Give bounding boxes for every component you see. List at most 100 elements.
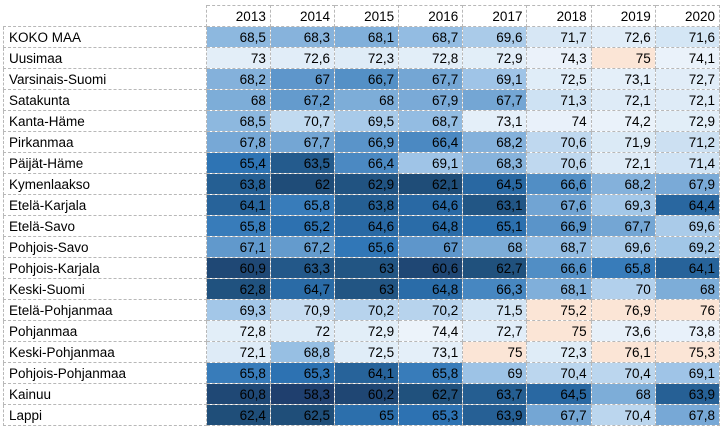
heatmap-cell: 72 bbox=[269, 320, 336, 342]
heatmap-cell: 67,7 bbox=[590, 215, 656, 237]
heatmap-cell: 60,9 bbox=[205, 257, 271, 279]
heatmap-cell: 65,8 bbox=[398, 362, 464, 384]
table-row: Pohjois-Savo 67,1 67,2 65,6 67 68 68,7 69,6 69,2 bbox=[3, 236, 720, 258]
region-label: Etelä-Savo bbox=[3, 215, 207, 237]
heatmap-cell: 68,5 bbox=[205, 26, 271, 48]
heatmap-cell: 67,9 bbox=[654, 173, 720, 195]
heatmap-cell: 70,4 bbox=[590, 362, 656, 384]
region-label: Pohjois-Savo bbox=[3, 236, 207, 258]
heatmap-cell: 72,6 bbox=[269, 47, 336, 69]
heatmap-cell: 72,1 bbox=[590, 152, 656, 174]
region-label: Kainuu bbox=[3, 383, 207, 405]
heatmap-cell: 71,2 bbox=[654, 131, 720, 153]
heatmap-cell: 60,2 bbox=[333, 383, 400, 405]
heatmap-cell: 71,5 bbox=[462, 299, 528, 321]
heatmap-cell: 66,7 bbox=[333, 68, 400, 90]
heatmap-cell: 67,6 bbox=[526, 194, 592, 216]
table-row: Lappi 62,4 62,5 65 65,3 63,9 67,7 70,4 67,8 bbox=[3, 404, 720, 426]
heatmap-cell: 68,8 bbox=[269, 341, 336, 363]
region-label: Pohjois-Karjala bbox=[3, 257, 207, 279]
table-row: Kainuu 60,8 58,3 60,2 62,7 63,7 64,5 68 63,9 bbox=[3, 383, 720, 405]
heatmap-cell: 67,7 bbox=[398, 68, 464, 90]
heatmap-cell: 64,5 bbox=[462, 173, 528, 195]
heatmap-cell: 65,8 bbox=[205, 215, 271, 237]
header-row: 2013 2014 2015 2016 2017 2018 2019 2020 bbox=[3, 5, 720, 27]
heatmap-cell: 65,3 bbox=[269, 362, 336, 384]
heatmap-cell: 66,3 bbox=[462, 278, 528, 300]
heatmap-cell: 69,1 bbox=[654, 362, 720, 384]
heatmap-cell: 74,3 bbox=[526, 47, 592, 69]
region-label: Pirkanmaa bbox=[3, 131, 207, 153]
heatmap-cell: 74,2 bbox=[590, 110, 656, 132]
heatmap-cell: 63 bbox=[333, 278, 400, 300]
region-label: Päijät-Häme bbox=[3, 152, 207, 174]
heatmap-cell: 74,1 bbox=[654, 47, 720, 69]
corner-cell bbox=[3, 5, 207, 27]
heatmap-cell: 64,7 bbox=[269, 278, 336, 300]
heatmap-cell: 73,1 bbox=[462, 110, 528, 132]
heatmap-cell: 70 bbox=[590, 278, 656, 300]
heatmap-cell: 75,3 bbox=[654, 341, 720, 363]
heatmap-cell: 68,3 bbox=[269, 26, 336, 48]
heatmap-cell: 67,7 bbox=[526, 404, 592, 426]
region-label: Keski-Suomi bbox=[3, 278, 207, 300]
heatmap-cell: 65,8 bbox=[590, 257, 656, 279]
heatmap-cell: 69,6 bbox=[462, 26, 528, 48]
heatmap-cell: 65,2 bbox=[269, 215, 336, 237]
heatmap-cell: 73,6 bbox=[590, 320, 656, 342]
heatmap-cell: 70,6 bbox=[526, 152, 592, 174]
heatmap-cell: 68 bbox=[333, 89, 400, 111]
heatmap-cell: 68,2 bbox=[462, 131, 528, 153]
table-row: Satakunta 68 67,2 68 67,9 67,7 71,3 72,1 72,1 bbox=[3, 89, 720, 111]
heatmap-cell: 68,1 bbox=[526, 278, 592, 300]
heatmap-cell: 62 bbox=[269, 173, 336, 195]
heatmap-cell: 67,1 bbox=[205, 236, 271, 258]
heatmap-cell: 72,8 bbox=[205, 320, 271, 342]
heatmap-cell: 65,6 bbox=[333, 236, 400, 258]
heatmap-cell: 75,2 bbox=[526, 299, 592, 321]
heatmap-cell: 70,6 bbox=[526, 131, 592, 153]
heatmap-cell: 66,4 bbox=[398, 131, 464, 153]
table-row: Pohjanmaa 72,8 72 72,9 74,4 72,7 75 73,6 73,8 bbox=[3, 320, 720, 342]
table-row: Pohjois-Pohjanmaa 65,8 65,3 64,1 65,8 69 70,4 7… bbox=[3, 362, 720, 384]
heatmap-cell: 68 bbox=[590, 383, 656, 405]
heatmap-cell: 67,2 bbox=[269, 89, 336, 111]
heatmap-cell: 68,7 bbox=[526, 236, 592, 258]
heatmap-cell: 68 bbox=[654, 278, 720, 300]
region-label: Satakunta bbox=[3, 89, 207, 111]
heatmap-cell: 65,4 bbox=[205, 152, 271, 174]
heatmap-body: KOKO MAA 68,5 68,3 68,1 68,7 69,6 71,7 72,6 71,6… bbox=[3, 26, 720, 426]
heatmap-cell: 68 bbox=[462, 236, 528, 258]
heatmap-cell: 72,1 bbox=[590, 89, 656, 111]
heatmap-cell: 70,7 bbox=[269, 110, 336, 132]
heatmap-cell: 65 bbox=[333, 404, 400, 426]
year-header: 2014 bbox=[269, 5, 336, 27]
heatmap-cell: 65,1 bbox=[462, 215, 528, 237]
heatmap-cell: 62,1 bbox=[398, 173, 464, 195]
heatmap-cell: 72,7 bbox=[654, 68, 720, 90]
heatmap-cell: 72,9 bbox=[462, 47, 528, 69]
heatmap-cell: 67,8 bbox=[654, 404, 720, 426]
heatmap-cell: 71,9 bbox=[590, 131, 656, 153]
heatmap-cell: 72,5 bbox=[526, 68, 592, 90]
heatmap-cell: 66,4 bbox=[333, 152, 400, 174]
heatmap-cell: 69,1 bbox=[398, 152, 464, 174]
heatmap-cell: 62,5 bbox=[269, 404, 336, 426]
table-row: KOKO MAA 68,5 68,3 68,1 68,7 69,6 71,7 72,6 71,6 bbox=[3, 26, 720, 48]
table-row: Kymenlaakso 63,8 62 62,9 62,1 64,5 66,6 68,2 67,… bbox=[3, 173, 720, 195]
table-row: Etelä-Pohjanmaa 69,3 70,9 70,2 70,2 71,5 75,2 7… bbox=[3, 299, 720, 321]
heatmap-cell: 64,8 bbox=[398, 278, 464, 300]
heatmap-cell: 63 bbox=[333, 257, 400, 279]
year-header: 2013 bbox=[205, 5, 271, 27]
region-label: Uusimaa bbox=[3, 47, 207, 69]
heatmap-cell: 67 bbox=[269, 68, 336, 90]
heatmap-cell: 63,8 bbox=[205, 173, 271, 195]
heatmap-cell: 72,7 bbox=[462, 320, 528, 342]
heatmap-cell: 69,5 bbox=[333, 110, 400, 132]
heatmap-cell: 63,9 bbox=[462, 404, 528, 426]
region-label: Pohjois-Pohjanmaa bbox=[3, 362, 207, 384]
heatmap-cell: 68,2 bbox=[590, 173, 656, 195]
heatmap-cell: 73 bbox=[205, 47, 271, 69]
heatmap-cell: 69,2 bbox=[654, 236, 720, 258]
heatmap-cell: 69,1 bbox=[462, 68, 528, 90]
